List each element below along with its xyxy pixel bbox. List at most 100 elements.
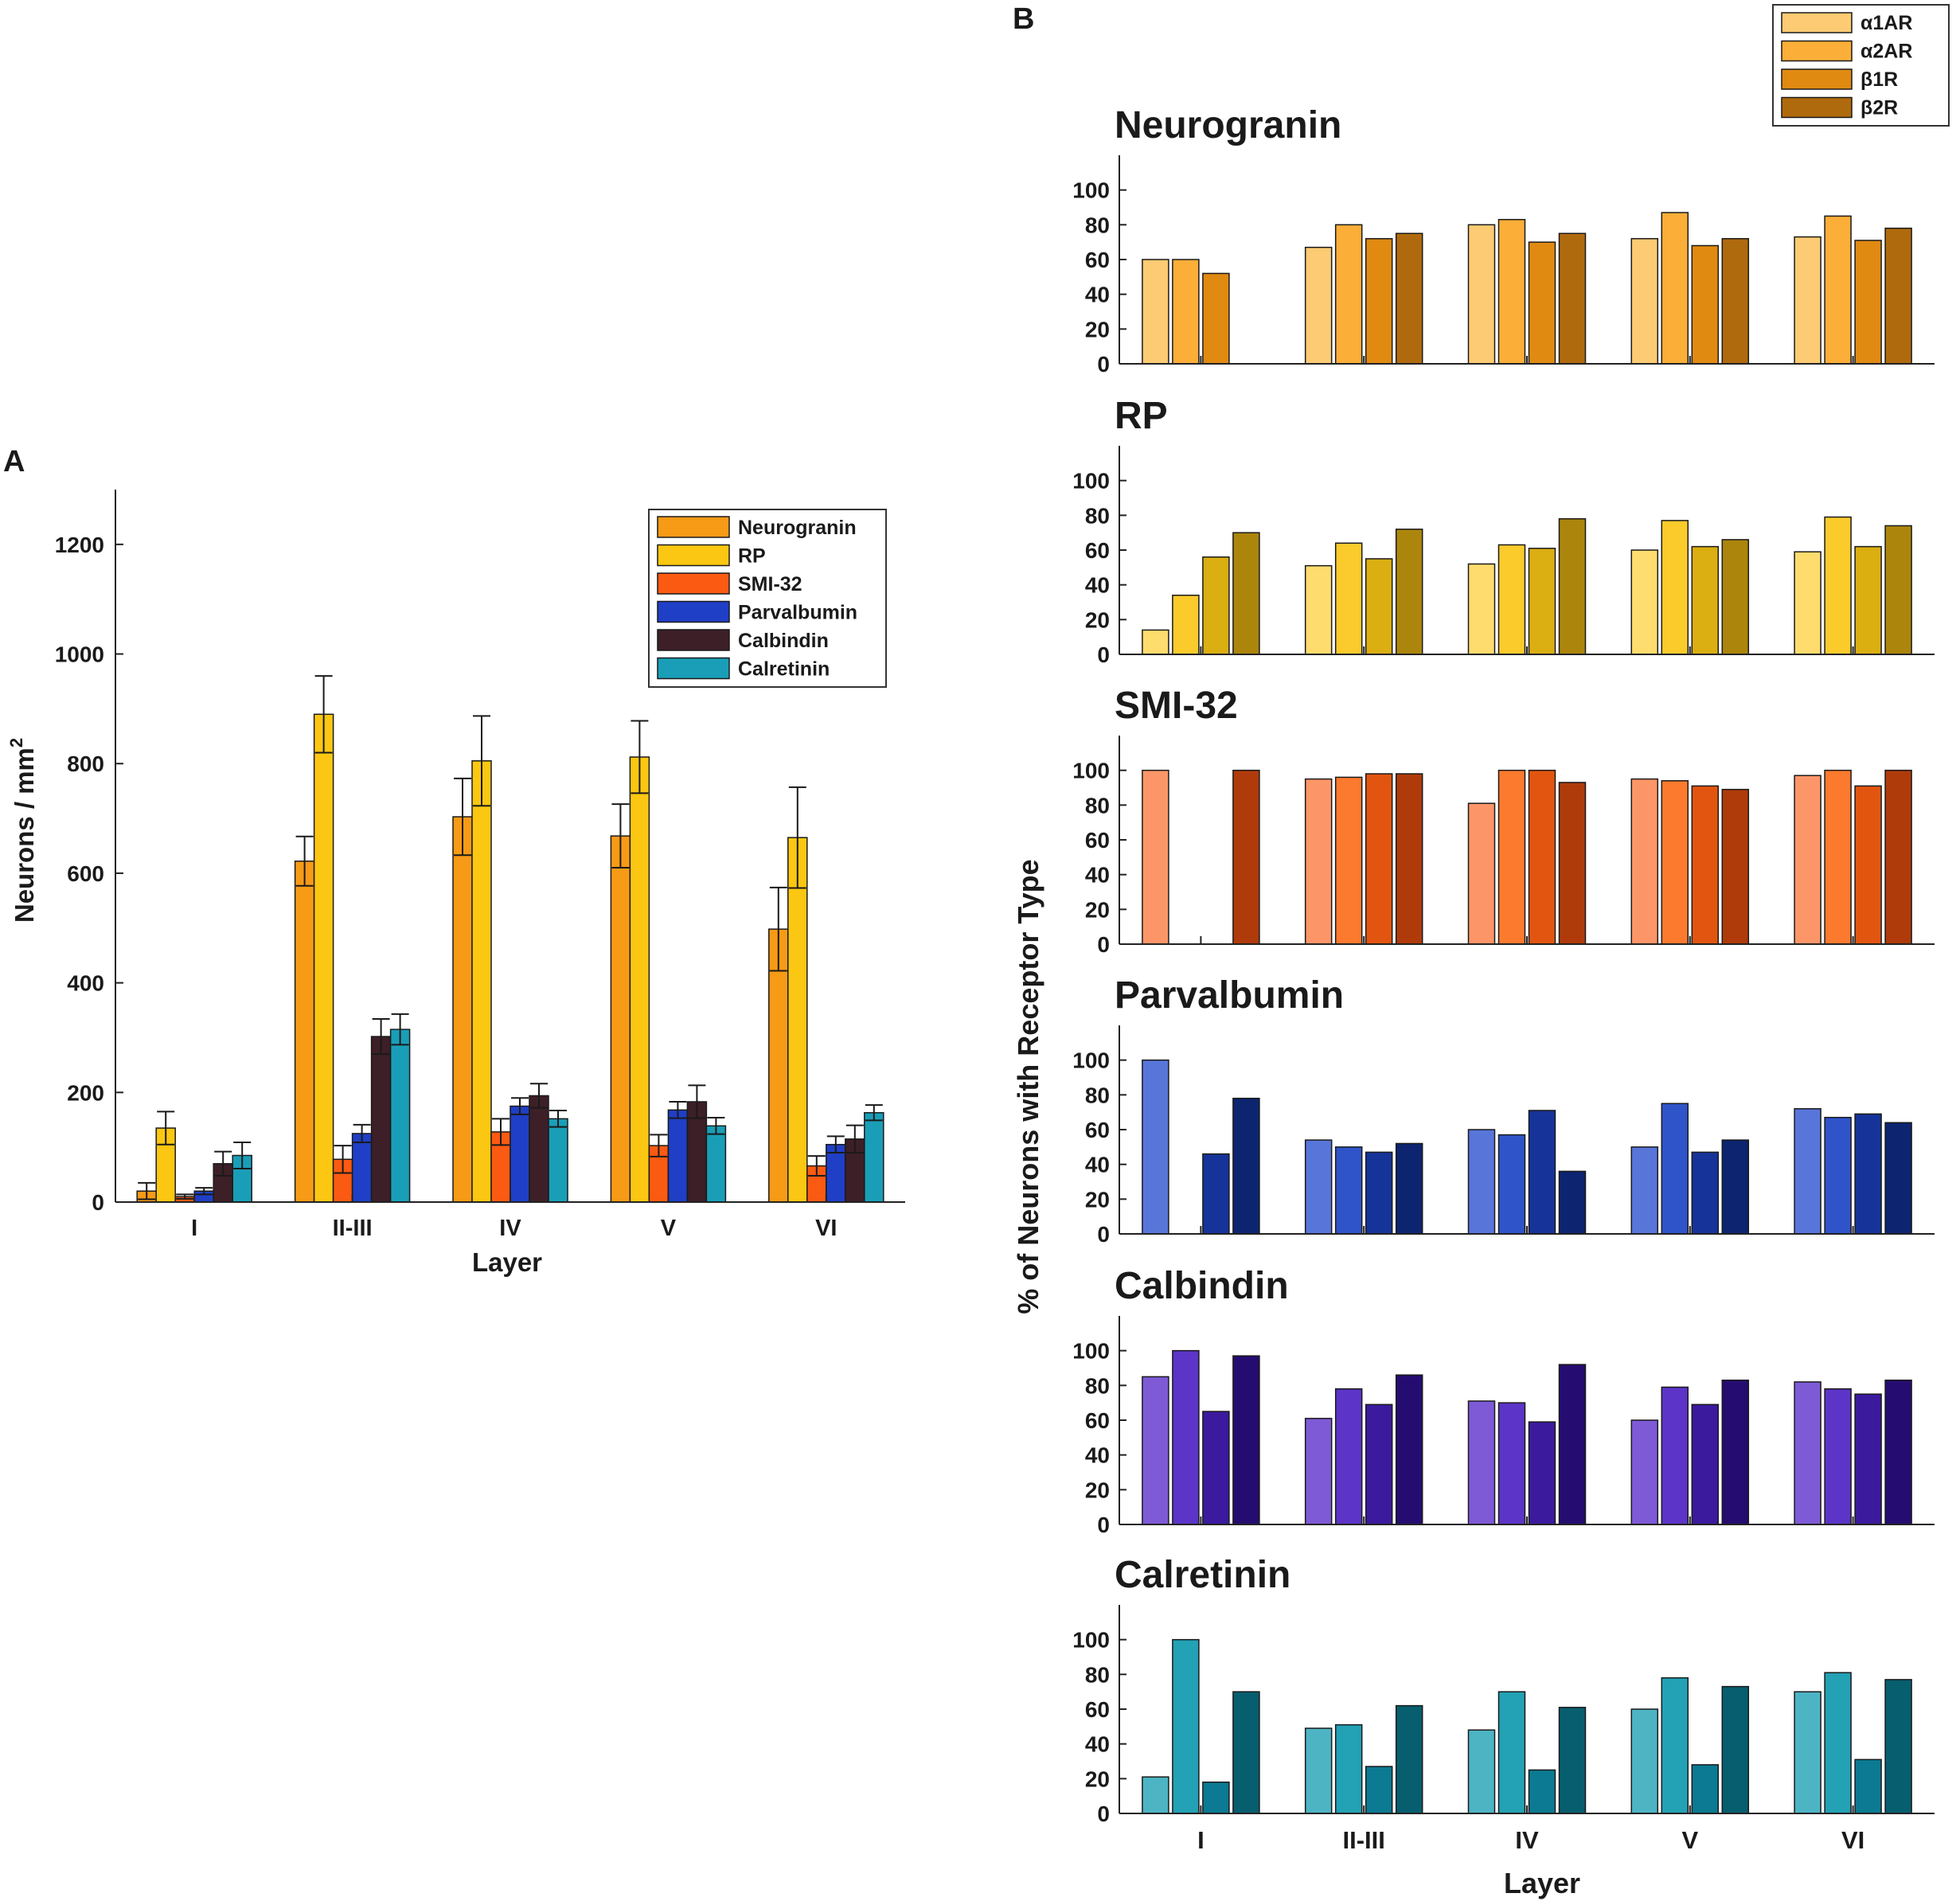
subplot-calbindin: Calbindin 0 20 40 60 80 100	[1072, 1265, 1935, 1537]
bar-parvalbumin-1ar-vi	[1794, 1108, 1821, 1235]
panel-a-axes	[115, 490, 905, 1203]
subplot-calretinin: Calretinin 0 20 40 60 80 100	[1072, 1554, 1935, 1826]
y-tick-label: 0	[1097, 932, 1110, 957]
panel-a-y-tick-label: 400	[67, 971, 104, 996]
subplot-parvalbumin: Parvalbumin 0 20 40 60 80 100	[1072, 974, 1935, 1247]
panel-b-legend-label-2: β1R	[1860, 68, 1898, 91]
y-tick-label: 100	[1072, 1339, 1110, 1364]
y-tick-label: 60	[1085, 1118, 1110, 1142]
bar-neurogranin-2ar-ii-iii	[1334, 224, 1363, 365]
y-tick-label: 20	[1085, 607, 1110, 632]
bar-rp-2ar-ii-iii	[1334, 542, 1363, 655]
bar-calbindin-1ar-vi	[1794, 1381, 1821, 1525]
bar-rp-1ar-v	[1630, 549, 1659, 655]
bar-calbindin-2r-vi	[1884, 1380, 1912, 1525]
bar-rp-2r-vi	[1884, 525, 1912, 655]
y-tick-label: 40	[1085, 1732, 1110, 1757]
bar-smi-32-2ar-ii-iii	[1334, 776, 1363, 945]
bar-rp-2ar-iv	[1497, 544, 1526, 655]
bar-calretinin-v	[705, 1125, 727, 1203]
bar-parvalbumin-1r-iv	[1528, 1110, 1556, 1235]
bar-neurogranin-1ar-vi	[1794, 236, 1821, 365]
bar-rp-vi	[787, 837, 808, 1203]
bar-neurogranin-2ar-vi	[1824, 215, 1852, 365]
bar-rp-2ar-i	[1172, 595, 1200, 655]
bar-calretinin-ii-iii	[389, 1029, 411, 1203]
y-tick-label: 0	[1097, 1222, 1110, 1247]
y-tick-label: 100	[1072, 1048, 1110, 1073]
bar-calbindin-2ar-i	[1172, 1349, 1200, 1525]
bar-rp-v	[629, 756, 650, 1203]
bar-calbindin-2r-iv	[1558, 1364, 1587, 1525]
bar-neurogranin-2r-ii-iii	[1395, 232, 1423, 365]
y-tick-label: 40	[1085, 863, 1110, 888]
bar-calretinin-1ar-vi	[1794, 1691, 1821, 1814]
y-tick-label: 60	[1085, 1697, 1110, 1722]
bar-neurogranin-2r-iv	[1558, 232, 1587, 365]
panel-a-x-axis-label: Layer	[472, 1247, 542, 1277]
legend-swatch-rp	[657, 544, 730, 567]
panel-b-legend: α1AR α2AR β1R β2R	[1772, 4, 1950, 127]
bar-smi-32-2r-i	[1232, 769, 1260, 945]
bar-parvalbumin-1r-i	[1202, 1153, 1230, 1235]
y-tick-label: 20	[1085, 1766, 1110, 1791]
y-tick-label: 80	[1085, 1083, 1110, 1107]
bar-parvalbumin-1ar-iv	[1467, 1129, 1496, 1235]
panel-a-x-tick-label-i: I	[191, 1216, 197, 1241]
legend-label-calbindin: Calbindin	[738, 630, 829, 652]
legend-label-parvalbumin: Parvalbumin	[738, 602, 857, 624]
bar-neurogranin-2ar-v	[1661, 212, 1689, 365]
y-tick-label: 60	[1085, 248, 1110, 272]
y-tick-label: 40	[1085, 1153, 1110, 1177]
y-tick-label: 80	[1085, 793, 1110, 818]
bar-parvalbumin-1ar-ii-iii	[1304, 1139, 1333, 1235]
bar-calbindin-2r-ii-iii	[1395, 1374, 1423, 1525]
bar-parvalbumin-2ar-v	[1661, 1103, 1689, 1235]
bar-parvalbumin-2r-i	[1232, 1097, 1260, 1235]
panel-a-y-tick-label: 800	[67, 751, 104, 776]
y-tick-label: 100	[1072, 178, 1110, 203]
panel-b-legend-label-0: α1AR	[1860, 12, 1912, 34]
bar-calbindin-2ar-ii-iii	[1334, 1388, 1363, 1525]
bar-rp-2ar-v	[1661, 520, 1689, 655]
bar-smi-32-2r-iv	[1558, 782, 1587, 945]
bar-calretinin-2r-v	[1721, 1685, 1750, 1814]
panel-a-bars	[136, 713, 884, 1203]
panel-b-legend-label-1: α2AR	[1860, 41, 1912, 63]
bar-rp-1ar-vi	[1794, 551, 1821, 655]
bar-parvalbumin-1ar-i	[1142, 1059, 1169, 1235]
subplot-title-neurogranin: Neurogranin	[1115, 104, 1341, 146]
bar-neurogranin-iv	[452, 816, 473, 1203]
panel-a-x-tick-label-v: V	[661, 1216, 677, 1241]
bar-neurogranin-1ar-iv	[1467, 224, 1496, 365]
bar-smi-32-2r-v	[1721, 788, 1750, 945]
bar-smi-32-1r-vi	[1854, 785, 1882, 945]
bar-calretinin-1r-vi	[1854, 1759, 1882, 1814]
legend-swatch-parvalbumin	[657, 600, 730, 623]
bar-calretinin-2ar-v	[1661, 1677, 1689, 1814]
bar-calbindin-1r-iv	[1528, 1421, 1556, 1525]
subplot-title-calretinin: Calretinin	[1115, 1554, 1290, 1596]
bar-calbindin-1r-v	[1691, 1403, 1720, 1525]
bar-calretinin-2r-vi	[1884, 1679, 1912, 1814]
bar-parvalbumin-2ar-ii-iii	[1334, 1146, 1363, 1235]
bar-calretinin-1r-iv	[1528, 1769, 1556, 1814]
bar-neurogranin-2ar-iv	[1497, 219, 1526, 365]
bar-smi-32-1ar-v	[1630, 778, 1659, 945]
bar-calbindin-1r-ii-iii	[1365, 1403, 1393, 1525]
panel-b-legend-swatch-1	[1781, 40, 1853, 62]
bar-neurogranin-1ar-v	[1630, 238, 1659, 365]
bar-rp-1ar-i	[1142, 629, 1169, 655]
bar-smi-32-1ar-iv	[1467, 802, 1496, 945]
subplot-title-parvalbumin: Parvalbumin	[1115, 974, 1344, 1017]
panel-a-y-tick-label: 1200	[55, 533, 104, 557]
bar-calretinin-1ar-iv	[1467, 1729, 1496, 1814]
y-tick-label: 20	[1085, 317, 1110, 342]
bar-smi-32-2ar-iv	[1497, 769, 1526, 945]
bar-calretinin-1ar-i	[1142, 1776, 1169, 1814]
bar-rp-1r-v	[1691, 545, 1720, 655]
bar-rp-2r-iv	[1558, 517, 1587, 655]
bar-calbindin-2ar-v	[1661, 1386, 1689, 1525]
bar-calbindin-2ar-iv	[1497, 1402, 1526, 1525]
